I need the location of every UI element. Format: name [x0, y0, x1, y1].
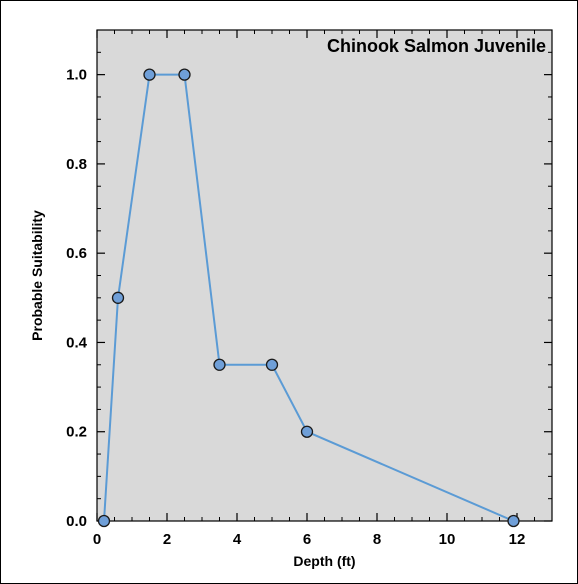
y-tick-label: 0.8 — [66, 156, 87, 173]
series-line — [103, 73, 514, 522]
x-tick-label: 6 — [303, 531, 311, 548]
x-tick-label: 12 — [509, 531, 526, 548]
minor-ticks — [97, 30, 552, 521]
y-tick-label: 0.6 — [66, 245, 87, 262]
plot-area — [96, 29, 553, 522]
data-point — [265, 358, 279, 371]
data-point — [507, 514, 520, 528]
x-axis-title: Depth (ft) — [293, 553, 355, 569]
x-tick-label: 4 — [233, 531, 242, 548]
tick-labels: 0 2 4 6 8 10 12 0.0 0.2 0.4 0.6 0.8 1.0 — [66, 67, 525, 548]
data-point — [213, 358, 226, 371]
data-point — [111, 291, 125, 304]
x-tick-label: 0 — [93, 531, 101, 548]
data-point — [178, 68, 191, 81]
x-tick-label: 2 — [163, 531, 171, 548]
x-tick-label: 8 — [373, 531, 381, 548]
x-tick-label: 10 — [439, 531, 456, 548]
data-point — [143, 68, 156, 81]
major-ticks — [96, 30, 552, 522]
y-axis-title: Probable Suitability — [29, 210, 45, 341]
y-tick-label: 0.2 — [66, 424, 87, 441]
y-tick-label: 0.0 — [66, 513, 87, 530]
markers — [97, 68, 520, 528]
chart-title: Chinook Salmon Juvenile — [327, 36, 546, 56]
y-tick-label: 1.0 — [66, 67, 87, 84]
data-point — [300, 425, 314, 438]
data-point — [97, 514, 111, 528]
y-tick-label: 0.4 — [66, 334, 88, 351]
